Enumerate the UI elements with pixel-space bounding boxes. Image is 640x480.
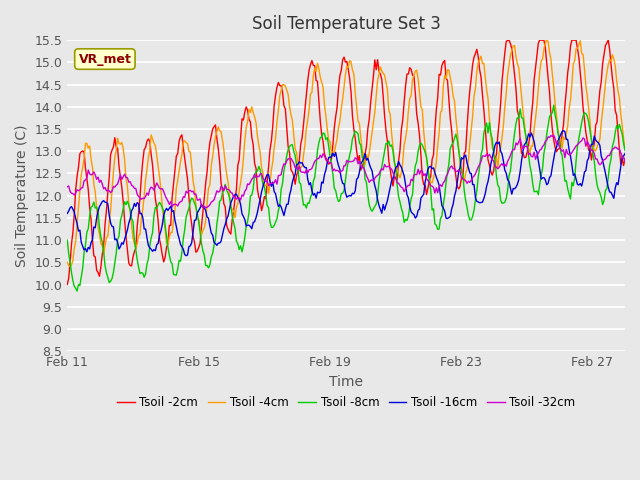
Tsoil -8cm	[132, 247, 140, 252]
Tsoil -16cm	[246, 224, 254, 229]
Line: Tsoil -4cm: Tsoil -4cm	[67, 40, 625, 266]
Tsoil -32cm	[470, 173, 478, 179]
Tsoil -16cm	[63, 211, 71, 216]
Legend: Tsoil -2cm, Tsoil -4cm, Tsoil -8cm, Tsoil -16cm, Tsoil -32cm: Tsoil -2cm, Tsoil -4cm, Tsoil -8cm, Tsoi…	[112, 391, 580, 414]
Tsoil -32cm	[246, 180, 254, 185]
Tsoil -8cm	[470, 207, 478, 213]
Tsoil -8cm	[416, 143, 424, 148]
Tsoil -16cm	[131, 201, 138, 206]
Line: Tsoil -32cm: Tsoil -32cm	[67, 135, 625, 207]
Tsoil -32cm	[63, 184, 71, 190]
Y-axis label: Soil Temperature (C): Soil Temperature (C)	[15, 124, 29, 267]
Tsoil -16cm	[182, 253, 190, 259]
Tsoil -2cm	[505, 37, 513, 43]
Tsoil -4cm	[621, 145, 629, 151]
Tsoil -2cm	[63, 282, 71, 288]
Tsoil -4cm	[67, 264, 74, 269]
Tsoil -8cm	[63, 237, 71, 243]
Tsoil -2cm	[414, 120, 422, 126]
Tsoil -4cm	[467, 126, 475, 132]
Tsoil -2cm	[284, 144, 292, 149]
Tsoil -2cm	[131, 249, 138, 255]
Tsoil -32cm	[131, 185, 138, 191]
Tsoil -4cm	[132, 245, 140, 251]
Tsoil -4cm	[63, 259, 71, 265]
Tsoil -8cm	[285, 144, 293, 149]
Tsoil -32cm	[285, 156, 293, 162]
X-axis label: Time: Time	[329, 374, 363, 389]
Line: Tsoil -2cm: Tsoil -2cm	[67, 40, 625, 285]
Tsoil -32cm	[550, 132, 557, 138]
Tsoil -2cm	[245, 116, 253, 122]
Tsoil -8cm	[621, 148, 629, 154]
Tsoil -8cm	[550, 102, 557, 108]
Tsoil -4cm	[416, 90, 424, 96]
Tsoil -32cm	[621, 159, 629, 165]
Tsoil -16cm	[416, 206, 424, 212]
Line: Tsoil -16cm: Tsoil -16cm	[67, 131, 625, 256]
Tsoil -8cm	[467, 217, 475, 223]
Title: Soil Temperature Set 3: Soil Temperature Set 3	[252, 15, 440, 33]
Tsoil -32cm	[416, 171, 424, 177]
Tsoil -32cm	[202, 204, 209, 210]
Tsoil -16cm	[559, 128, 567, 133]
Tsoil -16cm	[285, 192, 293, 198]
Tsoil -16cm	[621, 151, 629, 156]
Tsoil -4cm	[246, 109, 254, 115]
Tsoil -2cm	[469, 61, 477, 67]
Tsoil -32cm	[467, 178, 475, 183]
Tsoil -8cm	[73, 288, 81, 294]
Line: Tsoil -8cm: Tsoil -8cm	[67, 105, 625, 291]
Tsoil -16cm	[470, 182, 478, 188]
Tsoil -4cm	[543, 37, 550, 43]
Text: VR_met: VR_met	[79, 52, 131, 66]
Tsoil -2cm	[466, 87, 474, 93]
Tsoil -16cm	[467, 170, 475, 176]
Tsoil -4cm	[470, 93, 478, 99]
Tsoil -4cm	[285, 103, 293, 109]
Tsoil -2cm	[621, 156, 629, 161]
Tsoil -8cm	[246, 193, 254, 199]
